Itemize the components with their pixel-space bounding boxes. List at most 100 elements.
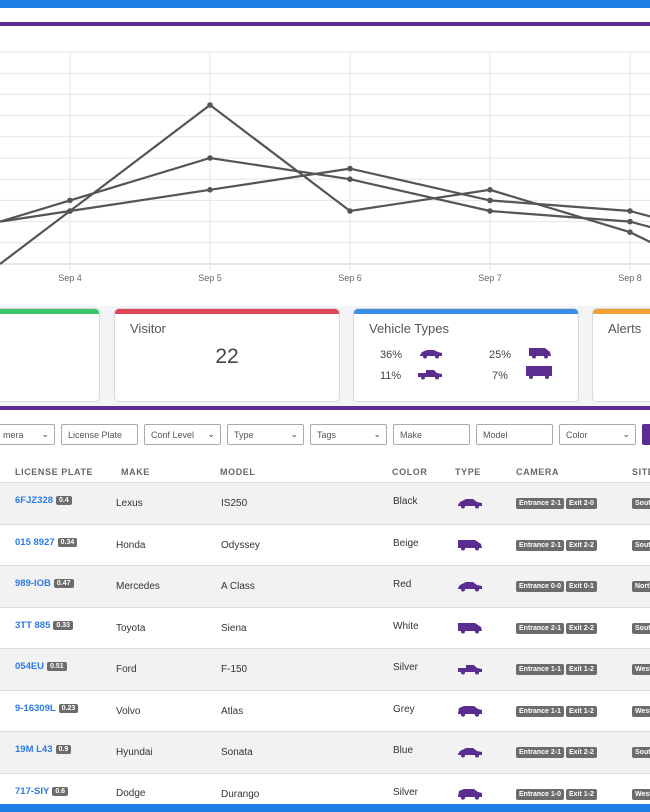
camera-tag[interactable]: Exit 2-0 [566,498,597,509]
license-plate-link[interactable]: 989-IOB [15,578,51,589]
camera-tag[interactable]: Entrance 2-1 [516,539,565,551]
site-tag[interactable]: North [632,581,650,592]
type-filter[interactable]: Type ⌄ [227,424,304,445]
camera-filter-label: mera [3,430,24,440]
visitor-title: Visitor [130,321,166,336]
table-row[interactable]: 717-SIY 0.6 Dodge Durango Silver Entrance 1-0… [0,772,650,805]
chevron-down-icon: ⌄ [207,429,215,439]
sedan-icon [456,579,484,597]
color-filter[interactable]: Color ⌄ [559,424,636,445]
data-point [207,102,213,108]
make-cell: Volvo [116,705,141,717]
make-cell: Hyundai [116,747,153,758]
col-model[interactable]: MODEL [220,467,256,477]
site-tag[interactable]: South [632,622,650,634]
site-tag[interactable]: South [632,539,650,551]
series-line [0,156,650,229]
table-row[interactable]: 6FJZ328 0.4 Lexus IS250 Black Entrance 2-1 Exi… [0,482,650,524]
camera-tag[interactable]: Entrance 1-1 [516,705,565,717]
table-row[interactable]: 3TT 885 0.33 Toyota Siena White Entrance 2-1 E… [0,606,650,649]
camera-filter[interactable]: mera ⌄ [0,424,55,445]
stat-card-left[interactable] [0,308,100,402]
table-row[interactable]: 19M L43 0.9 Hyundai Sonata Blue Entrance 2-1 E… [0,731,650,773]
site-tag[interactable]: South [632,498,650,509]
col-camera[interactable]: CAMERA [516,467,560,477]
model-cell: Sonata [221,747,253,758]
site-tag[interactable]: West [632,788,650,800]
chevron-down-icon: ⌄ [622,429,630,439]
conf-level-filter-label: Conf Level [151,430,195,440]
license-plate-link[interactable]: 9-16309L [15,702,56,714]
license-plate-link[interactable]: 3TT 885 [15,619,51,631]
stat-card-alerts[interactable]: Alerts [592,308,650,402]
license-plate-link[interactable]: 015 8927 [15,536,55,548]
filter-submit-button[interactable] [642,424,650,445]
data-point [347,208,353,214]
make-filter[interactable]: Make [393,424,470,445]
camera-tag[interactable]: Exit 2-2 [566,622,597,634]
site-tag[interactable]: West [632,705,650,717]
col-make[interactable]: MAKE [121,467,150,477]
confidence-badge: 0.9 [55,745,72,754]
license-plate-link[interactable]: 19M L43 [15,744,53,755]
site-tag[interactable]: South [632,747,650,758]
col-license-plate[interactable]: LICENSE PLATE [15,467,94,477]
data-point [627,229,633,235]
col-color[interactable]: COLOR [392,467,428,477]
van-icon [456,538,484,556]
data-point [207,155,213,161]
camera-tag[interactable]: Exit 2-2 [566,747,597,758]
table-row[interactable]: 9-16309L 0.23 Volvo Atlas Grey Entrance 1-1 Ex… [0,689,650,732]
camera-tag[interactable]: Entrance 2-1 [516,498,565,509]
camera-tag[interactable]: Exit 1-2 [566,664,597,675]
camera-tag[interactable]: Entrance 2-1 [516,622,565,634]
camera-tag[interactable]: Exit 0-1 [566,581,597,592]
plate-cell: 9-16309L 0.23 [15,702,79,714]
col-site[interactable]: SITE [632,467,650,477]
table-row[interactable]: 015 8927 0.34 Honda Odyssey Beige Entrance 2-… [0,523,650,566]
license-plate-link[interactable]: 717-SIY [15,785,50,797]
suv-icon [456,704,484,722]
confidence-badge: 0.6 [52,786,69,796]
site-tag[interactable]: West [632,664,650,675]
series-line [0,167,650,223]
line-chart: Sep 4 Sep 5 Sep 6 Sep 7 Sep 8 [0,51,650,283]
col-type[interactable]: TYPE [455,467,481,477]
camera-tag[interactable]: Exit 1-2 [566,788,597,800]
conf-level-filter[interactable]: Conf Level ⌄ [144,424,221,445]
camera-tag[interactable]: Entrance 1-0 [516,788,565,800]
color-cell: Black [393,496,418,507]
vehicle-type-pct: 11% [380,370,402,382]
plate-cell: 6FJZ328 0.4 [15,495,72,506]
model-filter[interactable]: Model [476,424,553,445]
vehicle-types-accent [354,309,578,314]
x-tick-label: Sep 4 [58,273,82,283]
confidence-badge: 0.23 [58,703,79,713]
camera-tag[interactable]: Entrance 2-1 [516,747,565,758]
table-row[interactable]: 989-IOB 0.47 Mercedes A Class Red Entrance 0-… [0,565,650,607]
plate-cell: 717-SIY 0.6 [15,785,69,797]
camera-tag[interactable]: Entrance 1-1 [516,664,565,675]
chevron-down-icon: ⌄ [373,429,381,439]
stat-card-vehicle-types[interactable]: Vehicle Types 36% 25% 11% 7% [353,308,579,402]
table-row[interactable]: 054EU 0.51 Ford F-150 Silver Entrance 1-1 Exit… [0,648,650,690]
license-plate-link[interactable]: 6FJZ328 [15,495,54,506]
license-plate-link[interactable]: 054EU [15,661,45,672]
license-plate-filter[interactable]: License Plate [61,424,138,445]
make-filter-label: Make [400,430,423,440]
x-tick-label: Sep 8 [618,273,642,283]
color-cell: Beige [393,537,419,549]
confidence-badge: 0.51 [47,662,67,671]
stat-card-visitor[interactable]: Visitor 22 [114,308,340,402]
camera-tag[interactable]: Exit 2-2 [566,539,597,551]
suv-icon [456,787,484,805]
series-line [0,103,650,265]
tags-filter[interactable]: Tags ⌄ [310,424,387,445]
data-point [487,187,493,193]
plate-cell: 015 8927 0.34 [15,536,78,548]
camera-tag[interactable]: Exit 1-2 [566,705,597,717]
camera-tag[interactable]: Entrance 0-0 [516,581,565,592]
make-cell: Toyota [116,622,146,634]
data-point [207,187,213,193]
model-cell: Siena [221,622,247,634]
